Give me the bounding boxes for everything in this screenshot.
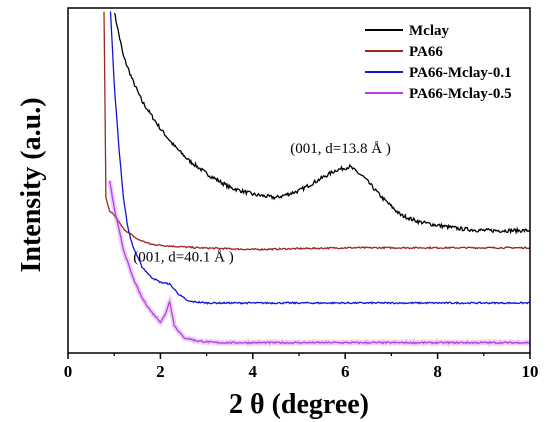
plot-frame [67,7,531,354]
series-line-mclay [113,12,531,235]
x-axis-ticks: 0 2 4 6 8 10 [64,353,539,381]
legend: Mclay PA66 PA66-Mclay-0.1 PA66-Mclay-0.5 [365,23,512,102]
series-line-pa66 [103,11,531,251]
legend-label: PA66-Mclay-0.5 [409,86,512,102]
y-axis-title: Intensity (a.u.) [16,97,47,272]
peak-annotation-1: (001, d=13.8 Å ) [290,141,391,157]
peak-annotation-2: (001, d=40.1 Å ) [133,250,234,266]
x-tick-label: 8 [433,362,442,381]
x-tick-label: 10 [522,362,539,381]
annotations: (001, d=13.8 Å ) (001, d=40.1 Å ) [133,141,391,266]
x-tick-label: 2 [156,362,165,381]
x-tick-label: 0 [64,362,73,381]
legend-label: PA66 [409,44,443,60]
series-line-pa66-mclay-0-5 [108,180,531,345]
x-axis-title: 2 θ (degree) [229,389,369,420]
x-tick-label: 4 [249,362,258,381]
legend-label: Mclay [409,23,449,39]
series-line-pa66-mclay-0-1 [109,11,531,305]
x-tick-label: 6 [341,362,350,381]
series-layer [103,11,531,348]
legend-label: PA66-Mclay-0.1 [409,65,512,81]
